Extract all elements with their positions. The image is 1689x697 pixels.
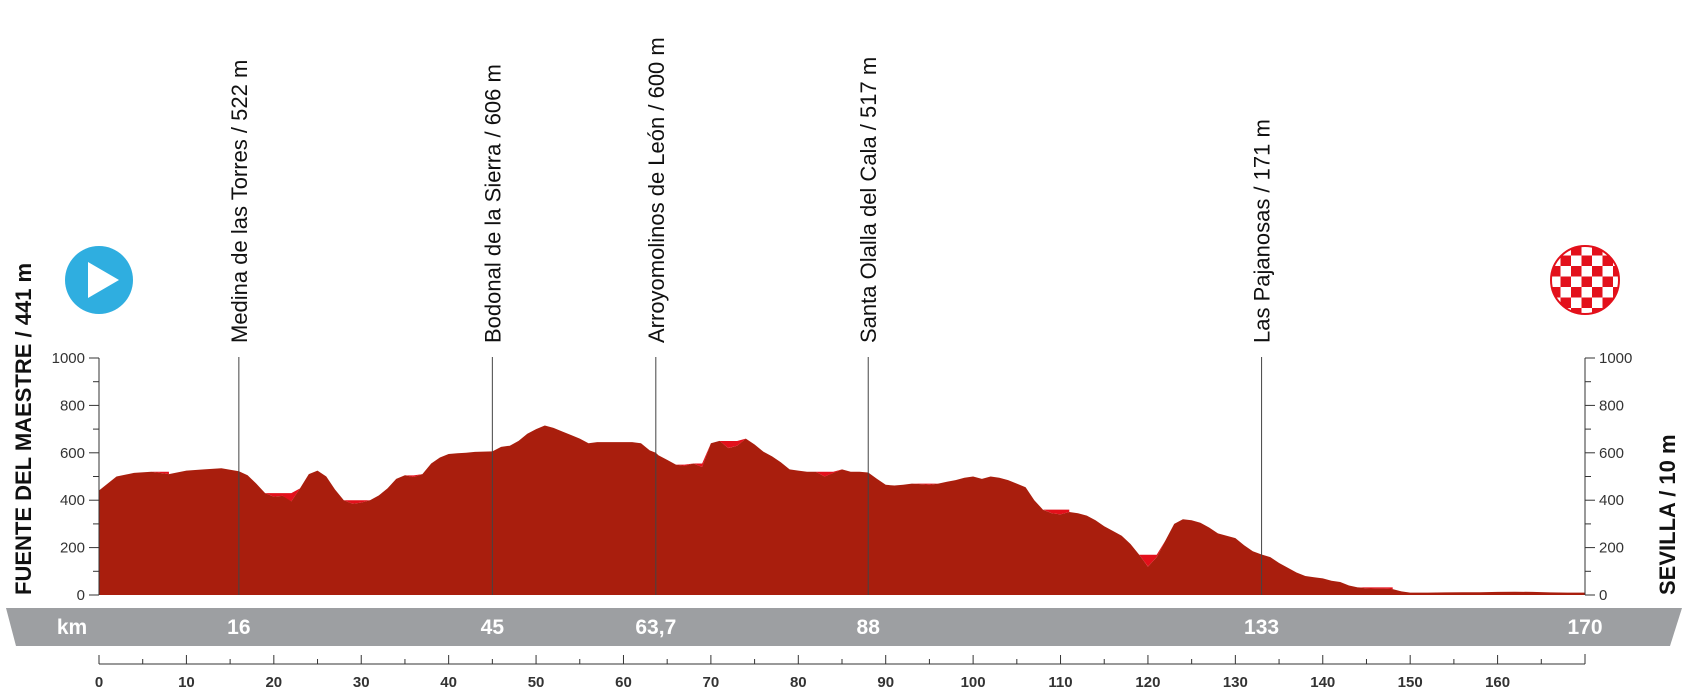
km-band-label: 88 bbox=[857, 616, 881, 639]
distance-tick-label: 140 bbox=[1310, 674, 1335, 691]
left-elevation-tick-label: 800 bbox=[60, 397, 85, 414]
km-band-label: 45 bbox=[481, 616, 505, 639]
distance-tick-label: 10 bbox=[178, 674, 195, 691]
finish-marker bbox=[1550, 245, 1620, 315]
climb-segment bbox=[719, 438, 746, 449]
checker-square bbox=[1571, 266, 1582, 277]
distance-tick-label: 0 bbox=[95, 674, 103, 691]
town-label: Bodonal de la Sierra / 606 m bbox=[480, 64, 505, 343]
km-band-label: 16 bbox=[227, 616, 250, 639]
distance-tick-label: 50 bbox=[528, 674, 545, 691]
checker-square bbox=[1602, 255, 1613, 266]
km-band-label: 63,7 bbox=[635, 616, 676, 639]
distance-tick-label: 80 bbox=[790, 674, 807, 691]
finish-icon-ring bbox=[1550, 245, 1620, 315]
left-elevation-tick-label: 200 bbox=[60, 540, 85, 557]
finish-location-label: SEVILLA / 10 m bbox=[1655, 434, 1680, 595]
distance-tick-label: 60 bbox=[615, 674, 632, 691]
town-label: Arroyomolinos de León / 600 m bbox=[644, 37, 669, 343]
distance-tick-label: 120 bbox=[1135, 674, 1160, 691]
right-elevation-tick-label: 0 bbox=[1599, 587, 1607, 604]
distance-axis: 0 10 20 30 40 50 60 70 80 90 100 110 120 130 140 150 160 bbox=[95, 654, 1586, 691]
checker-square bbox=[1581, 297, 1592, 308]
checker-square bbox=[1592, 287, 1603, 298]
distance-tick-label: 160 bbox=[1485, 674, 1510, 691]
start-location-label: FUENTE DEL MAESTRE / 441 m bbox=[11, 263, 36, 595]
climb-segment bbox=[675, 443, 711, 468]
left-elevation-tick-label: 1000 bbox=[52, 350, 85, 367]
km-band-unit: km bbox=[57, 616, 87, 639]
checker-square bbox=[1613, 308, 1619, 314]
start-marker bbox=[65, 246, 133, 314]
checker-square bbox=[1551, 308, 1561, 314]
checker-square bbox=[1592, 246, 1603, 256]
elevation-area bbox=[99, 425, 1585, 595]
km-band: km 16 45 63,7 88 133 170 bbox=[6, 608, 1682, 646]
profile-layer bbox=[99, 425, 1585, 595]
distance-tick-label: 100 bbox=[961, 674, 986, 691]
right-elevation-tick-label: 800 bbox=[1599, 397, 1624, 414]
climb-segment bbox=[815, 469, 842, 477]
km-band-label: 133 bbox=[1244, 616, 1279, 639]
checker-square bbox=[1571, 246, 1582, 256]
checker-square bbox=[1551, 246, 1561, 256]
checker-square bbox=[1581, 255, 1592, 266]
checker-square bbox=[1581, 276, 1592, 287]
climbs-layer bbox=[99, 425, 1393, 590]
elevation-axes: 0 200 400 600 800 1000 0 200 400 600 800 1000 bbox=[52, 350, 1633, 604]
right-elevation-tick-label: 400 bbox=[1599, 492, 1624, 509]
distance-tick-label: 20 bbox=[265, 674, 282, 691]
distance-tick-label: 130 bbox=[1223, 674, 1248, 691]
km-band-shape bbox=[6, 608, 1682, 646]
km-band-label: 170 bbox=[1567, 616, 1602, 639]
climb-segment bbox=[1043, 509, 1070, 515]
checker-square bbox=[1571, 308, 1582, 314]
distance-tick-label: 70 bbox=[703, 674, 720, 691]
distance-tick-label: 30 bbox=[353, 674, 370, 691]
play-icon bbox=[88, 262, 119, 298]
distance-tick-label: 90 bbox=[877, 674, 894, 691]
town-label: Las Pajanosas / 171 m bbox=[1250, 119, 1275, 343]
checker-square bbox=[1560, 297, 1571, 308]
climb-segment bbox=[265, 470, 318, 502]
right-elevation-tick-label: 600 bbox=[1599, 445, 1624, 462]
left-elevation-tick-label: 0 bbox=[77, 587, 85, 604]
checker-square bbox=[1551, 287, 1561, 298]
right-elevation-tick-label: 200 bbox=[1599, 540, 1624, 557]
left-elevation-tick-label: 400 bbox=[60, 492, 85, 509]
checker-square bbox=[1560, 255, 1571, 266]
climb-segment bbox=[1357, 587, 1393, 590]
distance-tick-label: 150 bbox=[1398, 674, 1423, 691]
checker-square bbox=[1551, 266, 1561, 277]
town-label: Medina de las Torres / 522 m bbox=[227, 60, 252, 343]
checker-square bbox=[1602, 297, 1613, 308]
distance-tick-label: 110 bbox=[1048, 674, 1072, 691]
climb-segment bbox=[1139, 523, 1175, 567]
right-elevation-tick-label: 1000 bbox=[1599, 350, 1632, 367]
annotations-layer: Medina de las Torres / 522 m Bodonal de l… bbox=[227, 37, 1275, 595]
checker-square bbox=[1571, 287, 1582, 298]
distance-tick-label: 40 bbox=[440, 674, 457, 691]
town-label: Santa Olalla del Cala / 517 m bbox=[856, 57, 881, 343]
checker-square bbox=[1592, 266, 1603, 277]
km-band-points: 16 45 63,7 88 133 170 bbox=[227, 616, 1602, 639]
checker-square bbox=[1613, 246, 1619, 256]
checker-square bbox=[1602, 276, 1613, 287]
checker-square bbox=[1560, 276, 1571, 287]
left-elevation-tick-label: 600 bbox=[60, 445, 85, 462]
checker-square bbox=[1613, 266, 1619, 277]
